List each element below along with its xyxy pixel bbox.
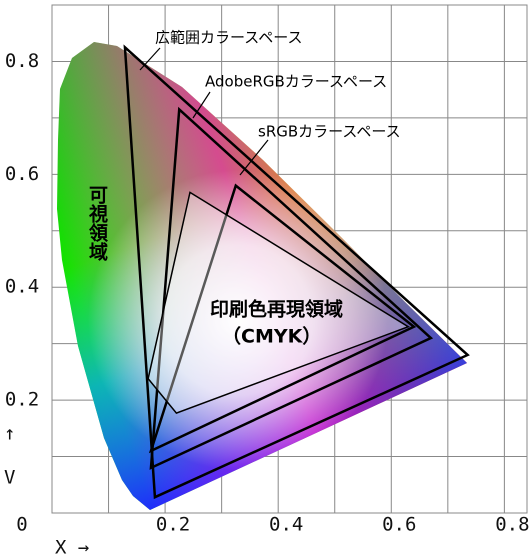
y-tick-label: 0 <box>16 514 27 536</box>
y-tick-label: 0.6 <box>5 163 39 185</box>
gamut <box>149 106 434 470</box>
y-tick-label: 0.4 <box>5 276 39 298</box>
gamut <box>123 44 470 500</box>
y-tick-label: 0.2 <box>5 389 39 411</box>
gamut <box>148 183 417 454</box>
annotation: sRGBカラースペース <box>258 123 401 141</box>
x-axis-label: X → <box>55 537 89 559</box>
y-tick-label: 0.8 <box>5 50 39 72</box>
x-tick-label: 0.6 <box>382 514 416 536</box>
x-tick-label: 0.2 <box>156 514 190 536</box>
leader-lines <box>139 47 269 176</box>
locus-label: 可視領域 <box>86 185 109 261</box>
gamuts <box>123 44 470 500</box>
annotation: 広範囲カラースペース <box>155 29 302 47</box>
y-axis-label: V <box>4 467 15 489</box>
gamut <box>147 191 410 414</box>
annotation: （CMYK） <box>222 325 321 348</box>
y-axis-label: ↑ <box>4 423 15 445</box>
annotation: AdobeRGBカラースペース <box>205 73 387 91</box>
x-tick-label: 0.4 <box>269 514 303 536</box>
x-tick-label: 0.8 <box>495 514 529 536</box>
annotation: 印刷色再現領域 <box>210 298 343 321</box>
